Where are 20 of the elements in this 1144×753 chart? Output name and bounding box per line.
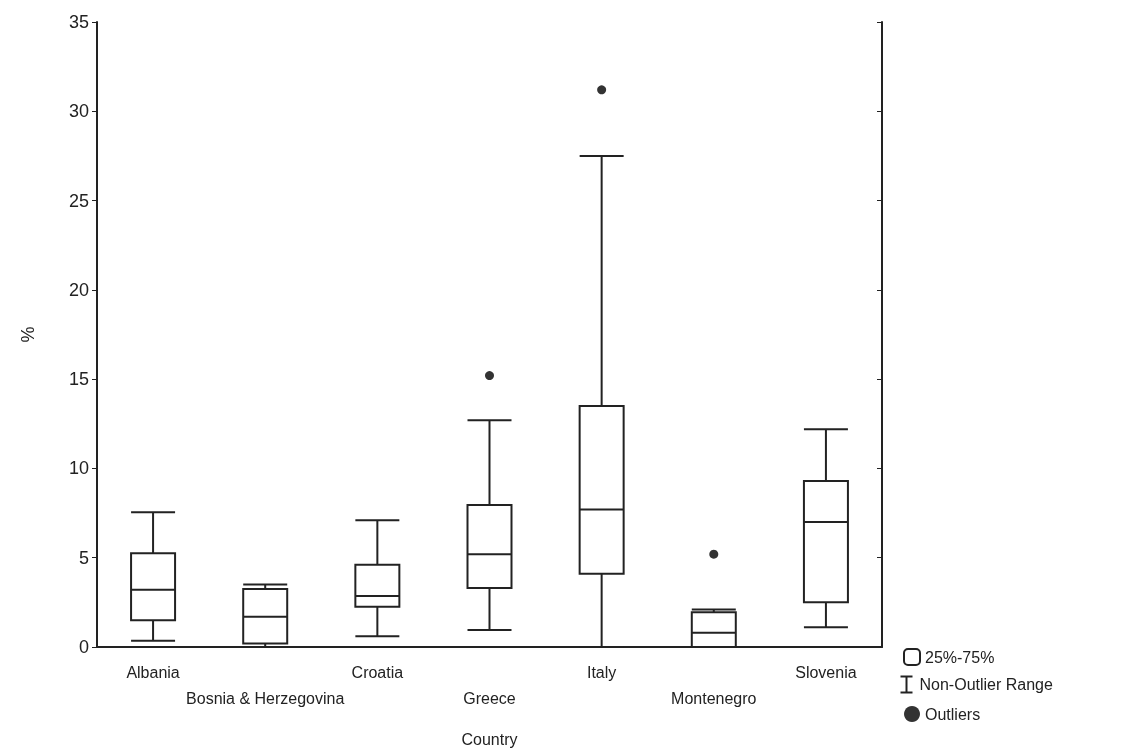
x-tick-label: Croatia [351,663,404,681]
y-tick-label: 0 [78,637,89,657]
x-tick-label: Slovenia [795,663,857,681]
y-tick-label: 5 [78,547,89,568]
x-tick-label: Albania [126,663,180,681]
text: Non-Outlier Range [919,676,1053,693]
y-tick-label: 30 [68,101,89,122]
legend-label: 25%-75% [925,648,995,666]
y-tick-label: 20 [68,279,89,300]
x-tick-label: Greece [463,689,516,707]
y-tick-label: 10 [68,458,89,479]
y-tick-label: 15 [68,369,89,390]
y-axis-title: % [18,326,38,343]
x-tick-label: Montenegro [671,689,757,707]
x-axis-title: Country [461,730,518,748]
x-tick-label: Bosnia & Herzegovina [186,689,345,707]
y-tick-label: 35 [68,12,89,32]
legend-label: Outliers [925,705,981,723]
y-tick-label: 25 [68,190,89,211]
x-tick-label: Italy [586,663,617,681]
